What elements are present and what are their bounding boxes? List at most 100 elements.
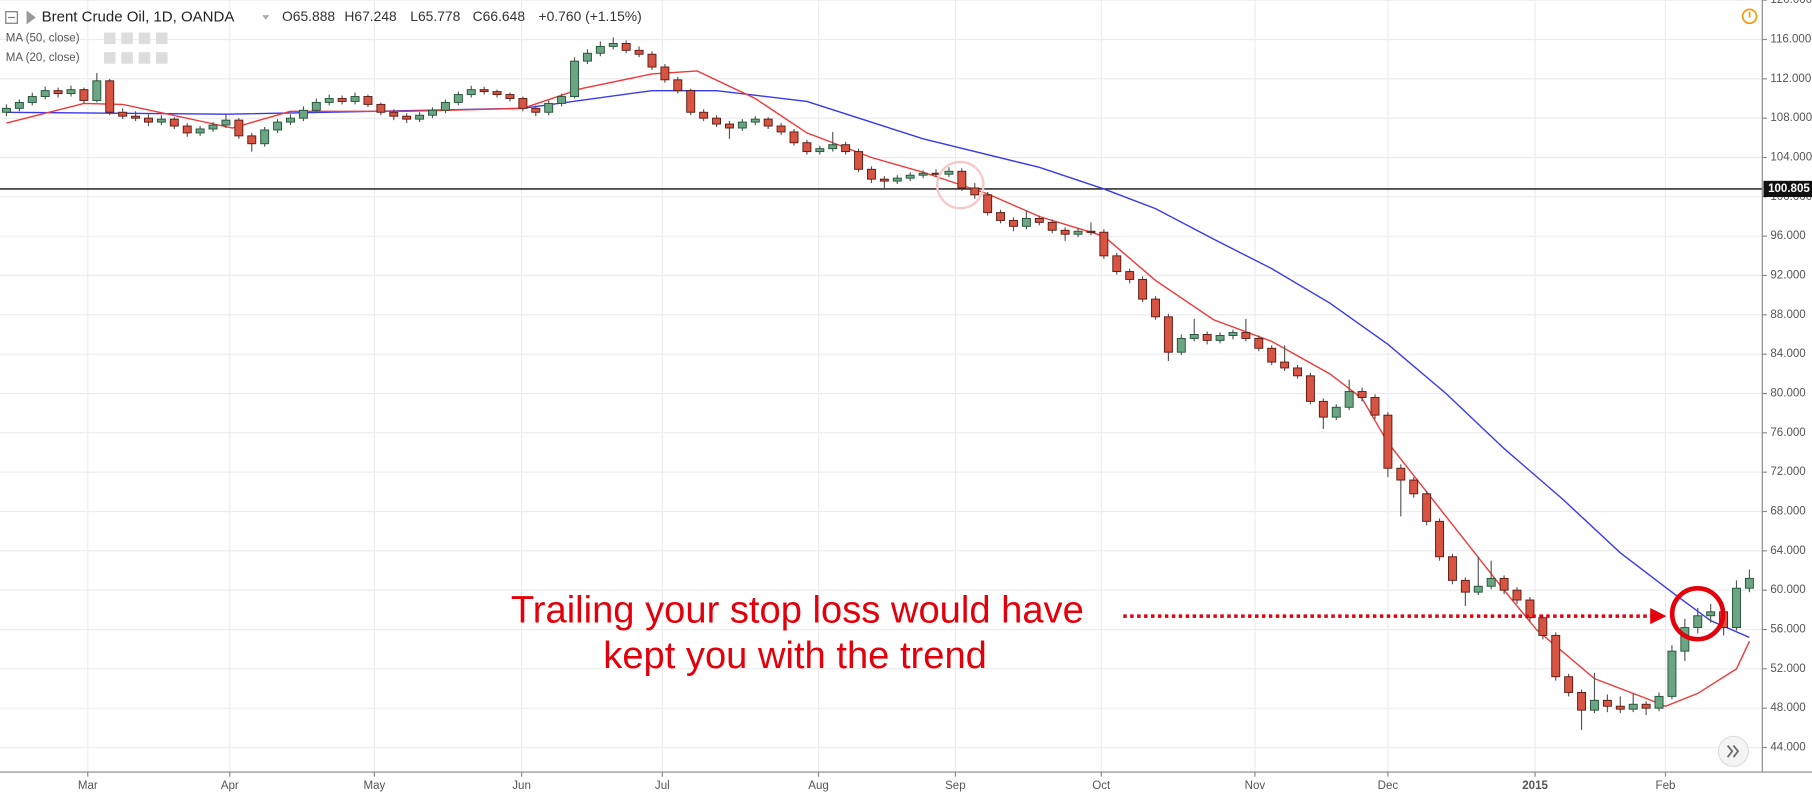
tool-icon[interactable] [138, 32, 151, 45]
ohlc-high: H67.248 [344, 8, 397, 24]
candle-body [712, 117, 722, 125]
candle-body [1577, 691, 1587, 711]
candle-body [724, 123, 734, 129]
candle-body [1112, 255, 1122, 273]
header: Brent Crude Oil, 1D, OANDA O65.888 H67.2… [5, 8, 1758, 767]
candle-body [156, 118, 166, 123]
tool-icon[interactable] [121, 32, 133, 45]
dropdown[interactable] [262, 15, 270, 20]
candle-body [737, 121, 747, 129]
tool-icon[interactable] [104, 52, 116, 64]
annotation: kept you with the trend [603, 634, 987, 677]
candle-body [1409, 479, 1419, 495]
y-tick-label: 76.000 [1770, 427, 1805, 439]
legend-entry[interactable]: MA (50, close) [6, 32, 80, 44]
candle-body [1331, 406, 1341, 418]
y-tick-label: 72.000 [1770, 466, 1805, 478]
candle-body [854, 151, 864, 170]
candle-body [1447, 556, 1457, 581]
candle-body [1486, 577, 1496, 587]
x-tick-label: Apr [221, 780, 239, 792]
candle-body [1564, 676, 1574, 693]
candle-body [79, 89, 89, 101]
x-tick-label: 2015 [1522, 780, 1548, 792]
x-tick-label: Dec [1378, 780, 1399, 792]
candle-body [1615, 705, 1625, 710]
y-tick-label: 88.000 [1770, 309, 1805, 321]
candle-body [1473, 585, 1483, 593]
candle-body [1215, 335, 1225, 341]
candle-body [247, 135, 257, 145]
candle-body [1047, 221, 1057, 231]
candle-body [1305, 375, 1315, 402]
candle-body [867, 168, 876, 180]
candle-body [118, 111, 128, 117]
candle-body [66, 89, 76, 95]
y-tick-label: 92.000 [1770, 270, 1805, 282]
candle-body [1370, 396, 1380, 416]
candle-body [608, 42, 618, 47]
candle-body [260, 129, 270, 145]
candle-body [337, 98, 347, 102]
candle-body [699, 111, 709, 119]
candle-body [1383, 414, 1393, 469]
candle-body [1021, 218, 1031, 227]
candle-body [1009, 219, 1018, 227]
candle-body [1693, 615, 1703, 629]
candle-body [789, 131, 799, 144]
candle-body [273, 121, 283, 131]
ohlc-close: C66.648 [473, 8, 526, 24]
candle-body [428, 109, 437, 116]
ohlc-change: +0.760 (+1.15%) [539, 8, 642, 24]
tool-icon[interactable] [156, 32, 168, 45]
candle-body [1538, 617, 1548, 636]
tool-icon[interactable] [138, 52, 151, 64]
y-tick-label: 108.000 [1770, 112, 1812, 124]
candle-body [531, 107, 541, 113]
candle-body [1254, 337, 1264, 349]
candle-body [815, 148, 825, 153]
candle-body [144, 117, 153, 123]
legend-entry[interactable]: MA (20, close) [6, 52, 80, 64]
tool-icon[interactable] [104, 32, 116, 45]
candle-body [40, 90, 50, 97]
candle-body [518, 98, 528, 109]
x-tick-label: Jul [655, 780, 670, 792]
candle-body [92, 80, 102, 101]
grid [0, 0, 1763, 773]
candle-body [1590, 699, 1599, 711]
candle-body [1667, 650, 1677, 697]
tool-icon[interactable] [121, 52, 133, 64]
scroll-button[interactable] [1717, 735, 1750, 767]
candle-body [828, 144, 838, 150]
y-tick-label: 60.000 [1770, 584, 1805, 596]
candle-body [298, 109, 308, 119]
warning-icon[interactable] [1741, 8, 1758, 25]
candle-body [1641, 703, 1651, 709]
candle-body [14, 101, 24, 109]
candle-body [660, 66, 670, 81]
candle-body [1499, 577, 1509, 591]
ma-line [6, 70, 1751, 707]
annotation: Trailing your stop loss would have [511, 589, 1084, 632]
candle-body [1280, 361, 1290, 369]
candle-body [582, 52, 592, 62]
candle-body [1034, 218, 1044, 223]
candle-body [1, 107, 11, 113]
candle-body [686, 90, 696, 113]
candle-body [1138, 278, 1148, 300]
candle-body [402, 115, 412, 120]
ohlc-open: O65.888 [282, 8, 335, 24]
candle-body [1202, 334, 1212, 341]
collapse-icon[interactable] [5, 11, 18, 24]
x-tick-label: Feb [1656, 780, 1676, 792]
y-tick-label: 80.000 [1770, 388, 1805, 400]
candle-body [983, 194, 993, 214]
candle-body [1073, 230, 1083, 235]
highlight-circle [1669, 586, 1726, 642]
candle-body [1706, 611, 1716, 617]
tool-icon[interactable] [156, 52, 168, 64]
candle-body [1151, 298, 1160, 318]
